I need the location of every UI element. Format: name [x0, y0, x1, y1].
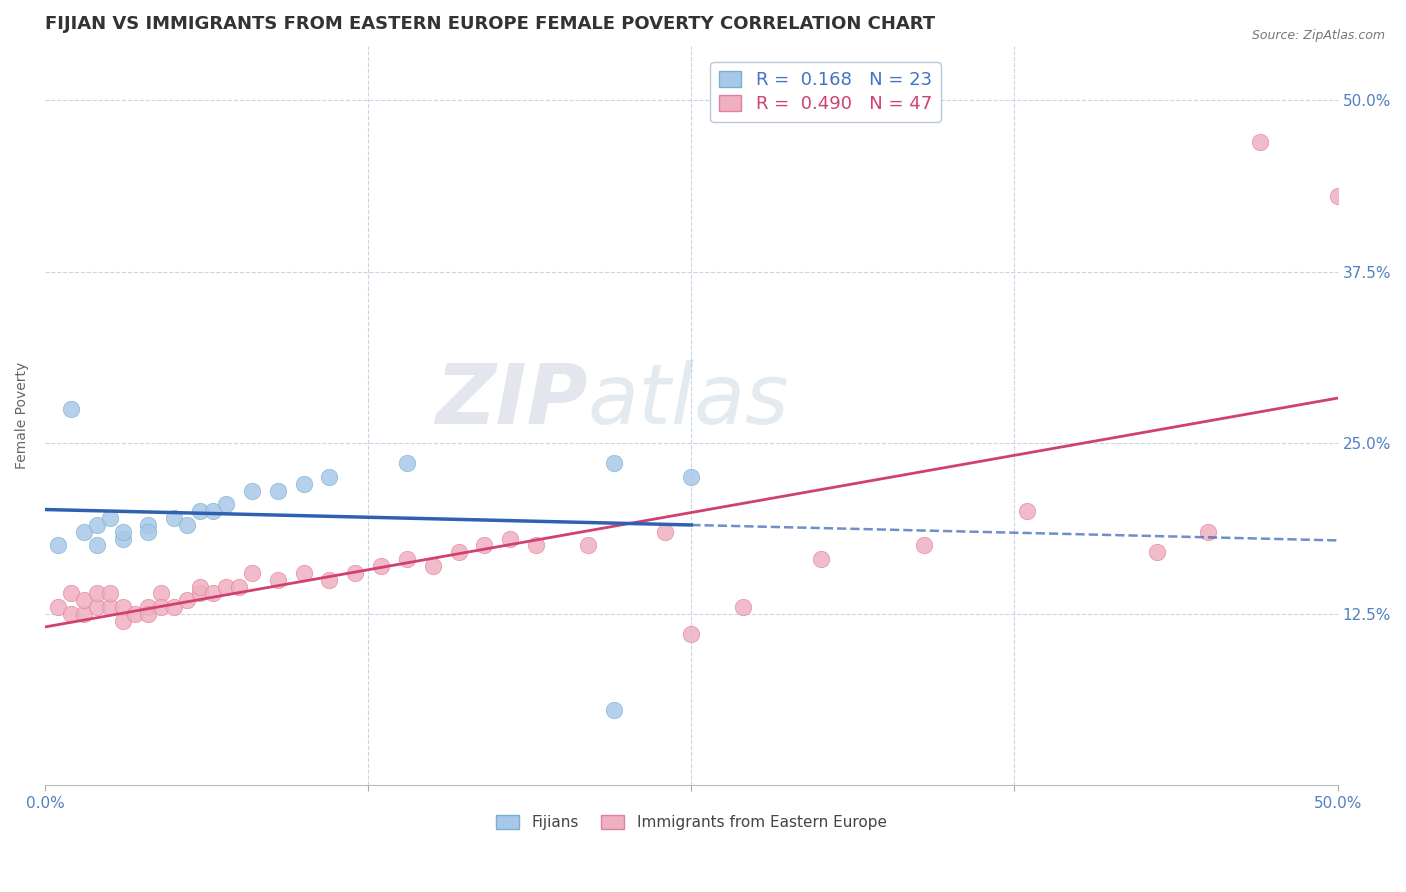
Y-axis label: Female Poverty: Female Poverty: [15, 362, 30, 469]
Point: [202, 504, 225, 518]
Text: ZIP: ZIP: [436, 360, 588, 441]
Point: [1146, 545, 1168, 559]
Point: [59, 401, 82, 416]
Point: [46, 600, 69, 615]
Point: [176, 517, 198, 532]
Point: [292, 476, 315, 491]
Point: [138, 607, 160, 621]
Point: [138, 524, 160, 539]
Point: [215, 497, 238, 511]
Point: [810, 552, 832, 566]
Point: [731, 600, 754, 615]
Point: [46, 539, 69, 553]
Point: [1326, 189, 1348, 203]
Point: [266, 483, 288, 498]
Point: [98, 511, 121, 525]
Point: [240, 483, 263, 498]
Point: [318, 470, 340, 484]
Point: [474, 539, 496, 553]
Text: FIJIAN VS IMMIGRANTS FROM EASTERN EUROPE FEMALE POVERTY CORRELATION CHART: FIJIAN VS IMMIGRANTS FROM EASTERN EUROPE…: [45, 15, 935, 33]
Text: Source: ZipAtlas.com: Source: ZipAtlas.com: [1251, 29, 1385, 42]
Point: [654, 524, 676, 539]
Point: [395, 552, 418, 566]
Point: [266, 573, 288, 587]
Point: [318, 573, 340, 587]
Point: [681, 627, 703, 641]
Point: [150, 586, 173, 600]
Point: [111, 600, 134, 615]
Point: [150, 600, 173, 615]
Point: [240, 566, 263, 580]
Point: [576, 539, 599, 553]
Point: [422, 559, 444, 574]
Point: [176, 593, 198, 607]
Point: [111, 532, 134, 546]
Point: [1197, 524, 1219, 539]
Point: [98, 586, 121, 600]
Point: [188, 580, 211, 594]
Point: [202, 586, 225, 600]
Point: [163, 511, 186, 525]
Point: [59, 586, 82, 600]
Point: [603, 456, 626, 470]
Point: [73, 607, 96, 621]
Point: [59, 607, 82, 621]
Point: [447, 545, 470, 559]
Point: [344, 566, 367, 580]
Point: [1249, 135, 1271, 149]
Point: [188, 586, 211, 600]
Point: [73, 524, 96, 539]
Point: [86, 586, 108, 600]
Text: atlas: atlas: [588, 360, 790, 441]
Point: [98, 600, 121, 615]
Point: [912, 539, 935, 553]
Point: [111, 614, 134, 628]
Point: [228, 580, 250, 594]
Point: [524, 539, 547, 553]
Point: [499, 532, 522, 546]
Point: [370, 559, 392, 574]
Point: [86, 539, 108, 553]
Point: [188, 504, 211, 518]
Point: [124, 607, 146, 621]
Point: [138, 600, 160, 615]
Point: [1017, 504, 1039, 518]
Point: [86, 517, 108, 532]
Point: [603, 703, 626, 717]
Point: [111, 524, 134, 539]
Point: [215, 580, 238, 594]
Point: [163, 600, 186, 615]
Legend: Fijians, Immigrants from Eastern Europe: Fijians, Immigrants from Eastern Europe: [489, 809, 893, 837]
Point: [292, 566, 315, 580]
Point: [395, 456, 418, 470]
Point: [138, 517, 160, 532]
Point: [86, 600, 108, 615]
Point: [681, 470, 703, 484]
Point: [73, 593, 96, 607]
